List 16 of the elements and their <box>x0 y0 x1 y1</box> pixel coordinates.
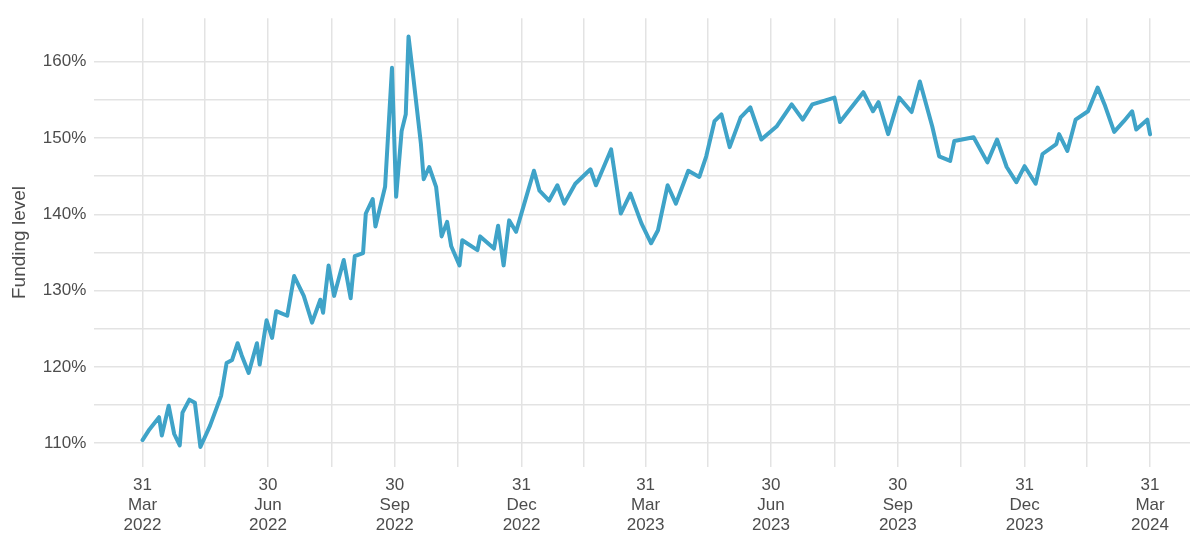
y-tick-label: 110% <box>44 432 87 452</box>
y-axis-title: Funding level <box>7 185 29 300</box>
x-tick-label: 31 Mar 2024 <box>1131 474 1169 535</box>
y-tick-label: 140% <box>42 203 87 223</box>
y-tick-label: 120% <box>42 356 87 376</box>
x-tick-label: 30 Sep 2022 <box>375 474 414 535</box>
x-tick-label: 30 Sep 2023 <box>878 474 917 535</box>
y-tick-label: 130% <box>42 280 87 300</box>
x-tick-label: 31 Dec 2022 <box>502 474 541 535</box>
x-tick-label: 31 Mar 2022 <box>123 474 162 535</box>
y-tick-label: 160% <box>42 51 87 71</box>
x-tick-label: 31 Dec 2023 <box>1005 474 1044 535</box>
y-tick-label: 150% <box>42 127 87 147</box>
x-tick-label: 31 Mar 2023 <box>626 474 665 535</box>
x-tick-label: 30 Jun 2023 <box>752 474 790 535</box>
x-tick-label: 30 Jun 2022 <box>249 474 287 535</box>
